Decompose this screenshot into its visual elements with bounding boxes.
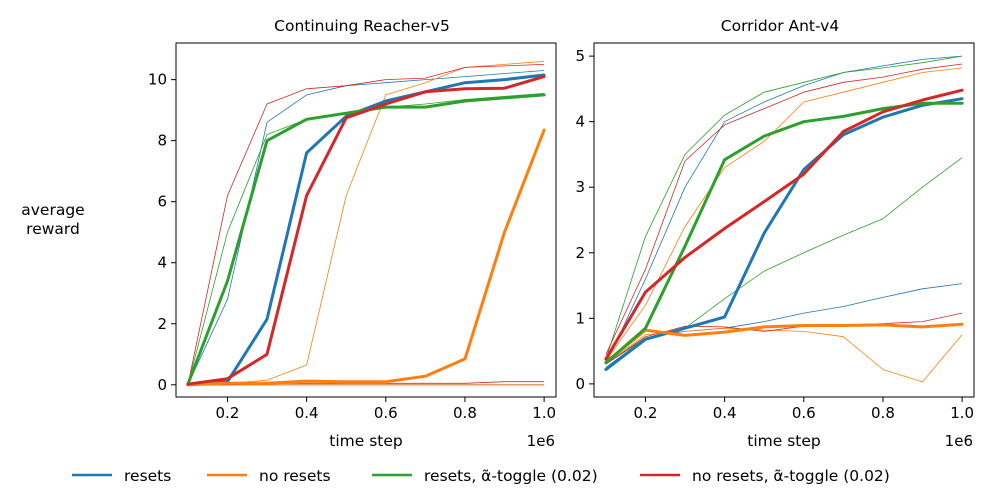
series-line [186,128,546,387]
plot-area: 0.2 0.4 0.6 0.8 1.0 0 1 2 3 4 5 [575,47,974,422]
y-axis-label-line1: average [21,201,84,219]
y-tick-label: 3 [575,178,585,196]
run-line [187,60,545,386]
y-tick-label: 4 [575,113,585,131]
y-tick-label: 6 [157,193,167,211]
panel-title: Continuing Reacher-v5 [274,17,450,35]
legend-label: resets, α̃-toggle (0.02) [424,467,598,485]
series-line [186,73,546,386]
legend-label: no resets [259,467,331,485]
x-axis-multiplier: 1e6 [527,432,555,450]
panel-corridor-ant: Corridor Ant-v4 0.2 0.4 0.6 0.8 1.0 0 1 2 3 4 5 ti… [575,17,975,450]
panel-title: Corridor Ant-v4 [721,17,839,35]
y-tick-label: 2 [575,244,585,262]
axes-frame [175,42,557,398]
x-tick-label: 1.0 [950,404,974,422]
run-line [605,55,963,365]
y-tick-label: 8 [157,132,167,150]
legend-item-no-resets: no resets [207,467,331,485]
x-axis-label: time step [329,432,402,450]
series-line [604,322,964,364]
axes-frame [593,42,975,398]
x-axis-multiplier: 1e6 [945,432,973,450]
run-line [605,312,963,365]
x-tick-label: 0.2 [216,404,240,422]
x-tick-label: 0.6 [792,404,816,422]
y-tick-label: 0 [157,376,167,394]
legend-item-no-resets-toggle: no resets, α̃-toggle (0.02) [640,467,890,485]
series-line [604,88,964,361]
x-tick-label: 0.8 [871,404,895,422]
run-line [187,64,545,385]
legend-label: no resets, α̃-toggle (0.02) [692,467,890,485]
series-line [604,101,964,365]
run-line [605,67,963,362]
x-tick-label: 1.0 [532,404,556,422]
y-tick-label: 2 [157,315,167,333]
series-line [186,75,546,386]
series-line [186,93,546,386]
legend: resets no resets resets, α̃-toggle (0.02… [72,467,890,485]
x-tick-label: 0.4 [713,404,737,422]
x-axis-label: time step [747,432,820,450]
y-tick-label: 1 [575,309,585,327]
y-axis-label-line2: reward [26,220,80,238]
y-tick-label: 4 [157,254,167,272]
x-tick-label: 0.4 [295,404,319,422]
panel-continuing-reacher: Continuing Reacher-v5 0.2 0.4 0.6 0.8 1.0 0 2 4… [148,17,557,450]
plot-area: 0.2 0.4 0.6 0.8 1.0 0 2 4 6 8 10 [148,60,556,422]
legend-label: resets [124,467,171,485]
x-tick-label: 0.8 [453,404,477,422]
legend-item-resets-toggle: resets, α̃-toggle (0.02) [372,467,598,485]
x-tick-label: 0.2 [634,404,658,422]
run-line [605,55,963,360]
x-tick-label: 0.6 [374,404,398,422]
y-tick-label: 5 [575,47,585,65]
run-line [605,63,963,355]
y-tick-label: 0 [575,375,585,393]
y-tick-label: 10 [148,71,167,89]
legend-item-resets: resets [72,467,171,485]
